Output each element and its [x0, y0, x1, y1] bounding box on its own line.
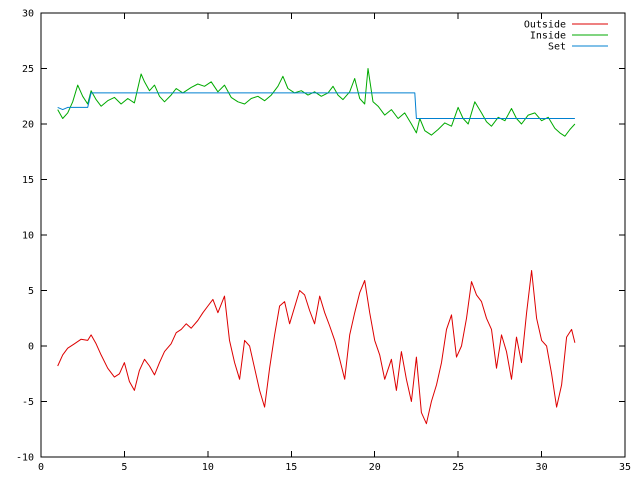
y-tick-label: 10	[22, 231, 34, 242]
y-tick-label: 30	[22, 9, 34, 20]
x-tick-label: 30	[536, 462, 548, 473]
plot-frame	[40, 12, 626, 458]
x-tick-label: 35	[619, 462, 631, 473]
legend-label-outside: Outside	[524, 20, 566, 31]
y-tick-label: 0	[28, 342, 34, 353]
x-tick-label: 10	[202, 462, 214, 473]
y-tick-label: -10	[16, 453, 34, 464]
series-line-outside	[57, 270, 576, 425]
legend-label-inside: Inside	[530, 31, 566, 42]
axis-ticks: 0 5 10 15 20 25 30 35 -10 -5 0 5 10 15 20 25 30	[16, 9, 631, 474]
series-line-set	[57, 92, 575, 119]
y-tick-label: 5	[28, 286, 34, 297]
plot-border	[40, 12, 626, 458]
x-tick-label: 15	[285, 462, 297, 473]
x-tick-label: 25	[452, 462, 464, 473]
x-tick-label: 5	[121, 462, 127, 473]
y-tick-label: 20	[22, 120, 34, 131]
y-tick-label: -5	[22, 397, 34, 408]
legend-label-set: Set	[548, 42, 566, 53]
series-line-inside	[57, 68, 576, 137]
y-tick-label: 25	[22, 64, 34, 75]
y-tick-label: 15	[22, 175, 34, 186]
data-series	[57, 68, 576, 425]
x-tick-label: 0	[38, 462, 44, 473]
x-tick-label: 20	[369, 462, 381, 473]
